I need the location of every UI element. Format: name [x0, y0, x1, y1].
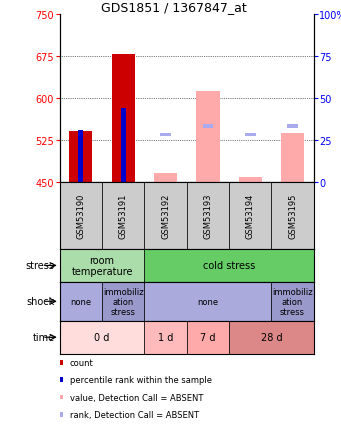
Bar [187, 321, 229, 354]
Bar [154, 174, 177, 182]
Text: GSM53191: GSM53191 [119, 193, 128, 239]
Bar [144, 282, 271, 321]
Bar [102, 182, 144, 250]
Bar [112, 55, 135, 182]
Text: none: none [70, 297, 91, 306]
Bar [271, 282, 314, 321]
Bar [196, 92, 220, 182]
Text: count: count [70, 358, 93, 367]
Text: immobiliz
ation
stress: immobiliz ation stress [103, 287, 144, 316]
Bar [144, 250, 314, 282]
Text: rank, Detection Call = ABSENT: rank, Detection Call = ABSENT [70, 410, 199, 419]
Bar [60, 321, 144, 354]
Text: 7 d: 7 d [200, 332, 216, 342]
Bar [229, 321, 314, 354]
Bar [287, 125, 298, 128]
Bar [245, 134, 255, 137]
Bar [271, 182, 314, 250]
Text: 1 d: 1 d [158, 332, 173, 342]
Bar [60, 250, 144, 282]
Bar [229, 182, 271, 250]
Bar [60, 282, 102, 321]
Bar [121, 109, 126, 182]
Text: time: time [32, 332, 55, 342]
Bar [60, 182, 102, 250]
Text: immobiliz
ation
stress: immobiliz ation stress [272, 287, 313, 316]
Text: shock: shock [26, 297, 55, 306]
Text: GSM53195: GSM53195 [288, 193, 297, 239]
Bar [144, 182, 187, 250]
Text: stress: stress [26, 261, 55, 271]
Bar [69, 132, 92, 182]
Bar [203, 125, 213, 128]
Bar [144, 321, 187, 354]
Bar [239, 178, 262, 182]
Bar [102, 282, 144, 321]
Bar [78, 131, 84, 182]
Text: value, Detection Call = ABSENT: value, Detection Call = ABSENT [70, 393, 203, 401]
Bar [160, 133, 171, 137]
Text: 0 d: 0 d [94, 332, 110, 342]
Text: none: none [197, 297, 219, 306]
Text: GSM53193: GSM53193 [203, 193, 212, 239]
Text: GSM53194: GSM53194 [246, 193, 255, 239]
Text: room
temperature: room temperature [71, 256, 133, 276]
Bar [281, 133, 304, 182]
Text: GSM53192: GSM53192 [161, 193, 170, 239]
Text: GSM53190: GSM53190 [76, 193, 85, 239]
Title: GDS1851 / 1367847_at: GDS1851 / 1367847_at [101, 1, 247, 14]
Text: cold stress: cold stress [203, 261, 255, 271]
Text: percentile rank within the sample: percentile rank within the sample [70, 375, 211, 384]
Text: 28 d: 28 d [261, 332, 282, 342]
Bar [187, 182, 229, 250]
